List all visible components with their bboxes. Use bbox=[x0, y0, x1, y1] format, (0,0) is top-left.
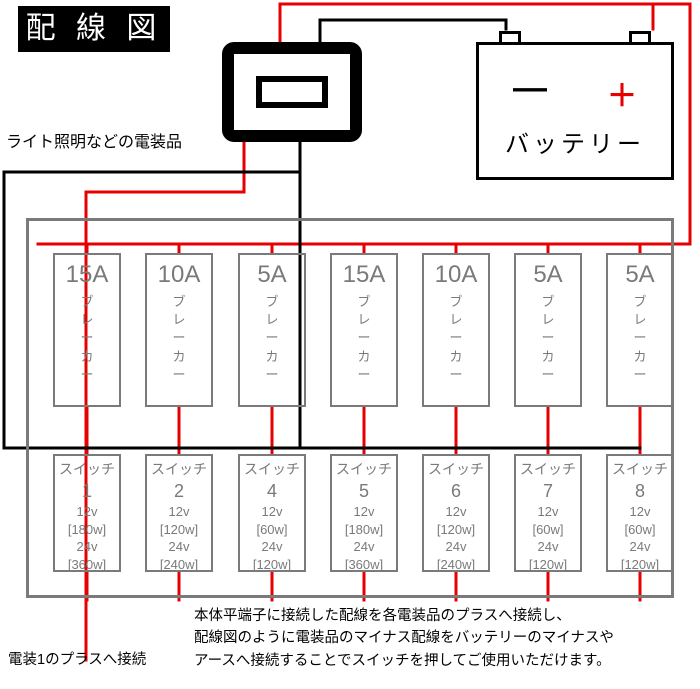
switch-number: 6 bbox=[424, 479, 488, 503]
breaker-amp: 5A bbox=[240, 261, 304, 289]
breaker-3: 5A ブレーカー bbox=[238, 253, 306, 407]
battery-label: バッテリー bbox=[479, 124, 671, 159]
switch-spec: [120w] bbox=[240, 556, 304, 574]
breaker-1: 15A ブレーカー bbox=[53, 253, 121, 407]
switch-spec: [60w] bbox=[516, 521, 580, 539]
breaker-7: 5A ブレーカー bbox=[606, 253, 674, 407]
switch-name: スイッチ bbox=[332, 460, 396, 479]
switch-spec: [60w] bbox=[240, 521, 304, 539]
device-window bbox=[256, 76, 328, 108]
switch-4: スイッチ412v[60w]24v[120w] bbox=[238, 454, 306, 572]
switch-spec: [120w] bbox=[424, 521, 488, 539]
switch-number: 1 bbox=[55, 479, 119, 503]
switch-spec: 12v bbox=[608, 503, 672, 521]
switch-spec: [360w] bbox=[332, 556, 396, 574]
breaker-amp: 15A bbox=[332, 261, 396, 289]
breaker-label: ブレーカー bbox=[240, 293, 304, 384]
switch-name: スイッチ bbox=[608, 460, 672, 479]
switch-spec: 24v bbox=[240, 538, 304, 556]
switch-8: スイッチ812v[60w]24v[120w] bbox=[606, 454, 674, 572]
switch-number: 2 bbox=[147, 479, 211, 503]
switch-name: スイッチ bbox=[424, 460, 488, 479]
breaker-5: 10A ブレーカー bbox=[422, 253, 490, 407]
breaker-2: 10A ブレーカー bbox=[145, 253, 213, 407]
breaker-4: 15A ブレーカー bbox=[330, 253, 398, 407]
switch-spec: 12v bbox=[55, 503, 119, 521]
switch-spec: [180w] bbox=[332, 521, 396, 539]
switch-spec: [240w] bbox=[424, 556, 488, 574]
switch-spec: 24v bbox=[608, 538, 672, 556]
breaker-amp: 15A bbox=[55, 261, 119, 289]
output-label: 電装1のプラスへ接続 bbox=[8, 648, 146, 669]
breaker-label: ブレーカー bbox=[608, 293, 672, 384]
switch-spec: 24v bbox=[516, 538, 580, 556]
switch-1: スイッチ112v[180w]24v[360w] bbox=[53, 454, 121, 572]
switch-spec: [120w] bbox=[147, 521, 211, 539]
switch-name: スイッチ bbox=[55, 460, 119, 479]
switch-spec: 12v bbox=[424, 503, 488, 521]
breaker-amp: 10A bbox=[147, 261, 211, 289]
switch-spec: 24v bbox=[332, 538, 396, 556]
switch-spec: 12v bbox=[516, 503, 580, 521]
switch-number: 7 bbox=[516, 479, 580, 503]
switch-6: スイッチ612v[120w]24v[240w] bbox=[422, 454, 490, 572]
breaker-label: ブレーカー bbox=[516, 293, 580, 384]
switch-spec: 12v bbox=[332, 503, 396, 521]
switch-name: スイッチ bbox=[147, 460, 211, 479]
breaker-amp: 5A bbox=[608, 261, 672, 289]
switch-spec: [360w] bbox=[55, 556, 119, 574]
switch-name: スイッチ bbox=[516, 460, 580, 479]
switch-number: 8 bbox=[608, 479, 672, 503]
battery-terminal-left bbox=[499, 31, 521, 45]
breaker-label: ブレーカー bbox=[55, 293, 119, 384]
breaker-label: ブレーカー bbox=[332, 293, 396, 384]
switch-spec: 24v bbox=[55, 538, 119, 556]
switch-2: スイッチ212v[120w]24v[240w] bbox=[145, 454, 213, 572]
switch-5: スイッチ512v[180w]24v[360w] bbox=[330, 454, 398, 572]
breaker-amp: 10A bbox=[424, 261, 488, 289]
breaker-label: ブレーカー bbox=[424, 293, 488, 384]
instruction-text: 本体平端子に接続した配線を各電装品のプラスへ接続し、配線図のように電装品のマイナ… bbox=[194, 605, 694, 672]
switch-number: 5 bbox=[332, 479, 396, 503]
breaker-label: ブレーカー bbox=[147, 293, 211, 384]
switch-spec: [120w] bbox=[608, 556, 672, 574]
switch-spec: [120w] bbox=[516, 556, 580, 574]
switch-number: 4 bbox=[240, 479, 304, 503]
breaker-amp: 5A bbox=[516, 261, 580, 289]
switch-spec: 24v bbox=[424, 538, 488, 556]
battery-terminal-right bbox=[629, 31, 651, 45]
switch-spec: 24v bbox=[147, 538, 211, 556]
diagram-title: 配 線 図 bbox=[18, 6, 170, 52]
breaker-6: 5A ブレーカー bbox=[514, 253, 582, 407]
switch-spec: [240w] bbox=[147, 556, 211, 574]
battery-box: — ＋ バッテリー bbox=[476, 42, 674, 180]
switch-spec: [60w] bbox=[608, 521, 672, 539]
device-label: ライト照明などの電装品 bbox=[6, 128, 182, 152]
battery-minus: — bbox=[513, 69, 547, 108]
switch-spec: 12v bbox=[147, 503, 211, 521]
switch-name: スイッチ bbox=[240, 460, 304, 479]
switch-spec: 12v bbox=[240, 503, 304, 521]
switch-7: スイッチ712v[60w]24v[120w] bbox=[514, 454, 582, 572]
battery-plus: ＋ bbox=[607, 71, 637, 115]
switch-spec: [180w] bbox=[55, 521, 119, 539]
device-box bbox=[222, 42, 362, 142]
